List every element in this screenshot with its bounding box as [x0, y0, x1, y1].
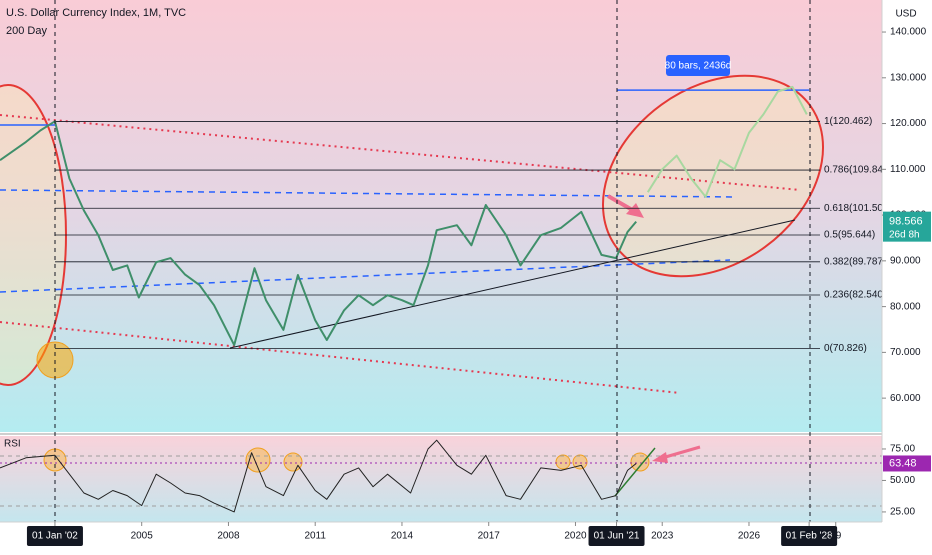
currency-label: USD: [895, 9, 916, 20]
rsi-last: 63.48: [889, 457, 917, 469]
series-line: [0, 439, 637, 513]
fib-label: 0.618(101.50: [824, 203, 883, 214]
y-tick-label: 70.000: [890, 347, 921, 358]
y-tick-label: 130.000: [890, 72, 927, 83]
trend-line: [0, 114, 801, 191]
measure-box: [666, 55, 730, 76]
arrow-head: [626, 203, 644, 218]
x-tick-label: 2005: [131, 531, 154, 542]
x-tick-label: 01 Jun '21: [594, 531, 640, 542]
y-tick-label: 60.000: [890, 393, 921, 404]
x-tick-label: 2026: [738, 531, 761, 542]
x-tick-highlight: [26, 526, 83, 546]
x-tick-label: 01 Jan '02: [32, 531, 78, 542]
series-line: [0, 120, 637, 347]
price-pane: [0, 0, 882, 432]
fib-label: 0.382(89.787): [824, 256, 886, 267]
y-tick-label: 80.000: [890, 301, 921, 312]
x-tick-highlight: [588, 526, 645, 546]
time-axis: [0, 522, 932, 550]
measure-label: 80 bars, 2436d: [665, 61, 732, 72]
series-line: [646, 85, 808, 198]
y-tick-label: 120.000: [890, 118, 927, 129]
y-tick-label: 75.00: [890, 444, 915, 455]
trend-line: [0, 259, 731, 293]
fib-label: 0.5(95.644): [824, 230, 875, 241]
x-tick-label: 2023: [651, 531, 674, 542]
y-tick-label: 25.00: [890, 507, 915, 518]
rsi-last-box: [883, 455, 931, 472]
arrow-head: [652, 452, 668, 463]
y-tick-label: 90.000: [890, 255, 921, 266]
arrow: [661, 445, 701, 460]
rsi-pane: [0, 436, 882, 522]
last-price-box: [883, 211, 931, 242]
fib-label: 1(120.462): [824, 116, 872, 127]
fib-label: 0.786(109.84: [824, 165, 883, 176]
chart-title: U.S. Dollar Currency Index, 1M, TVC: [6, 7, 186, 19]
fib-label: 0.236(82.540): [824, 290, 886, 301]
trend-line: [0, 189, 736, 198]
x-tick-label: 2011: [304, 531, 326, 542]
y-tick-label: 140.000: [890, 27, 927, 38]
x-tick-highlight: [781, 526, 838, 546]
x-tick-label: 2017: [478, 531, 501, 542]
y-tick-label: 50.00: [890, 475, 915, 486]
x-tick-label: 2008: [217, 531, 240, 542]
indicator-label: 200 Day: [6, 25, 47, 37]
rsi-title: RSI: [4, 439, 21, 450]
fib-label: 0(70.826): [824, 343, 867, 354]
x-tick-label: 01 Feb '28: [786, 531, 833, 542]
y-tick-label: 110.000: [890, 164, 926, 175]
last-price: 98.566: [889, 216, 923, 228]
x-tick-label: 29: [830, 531, 842, 542]
trend-line: [229, 219, 796, 349]
x-tick-label: 2020: [564, 531, 587, 542]
countdown: 26d 8h: [889, 229, 920, 240]
x-tick-label: 2014: [391, 531, 414, 542]
trend-line: [614, 447, 656, 497]
